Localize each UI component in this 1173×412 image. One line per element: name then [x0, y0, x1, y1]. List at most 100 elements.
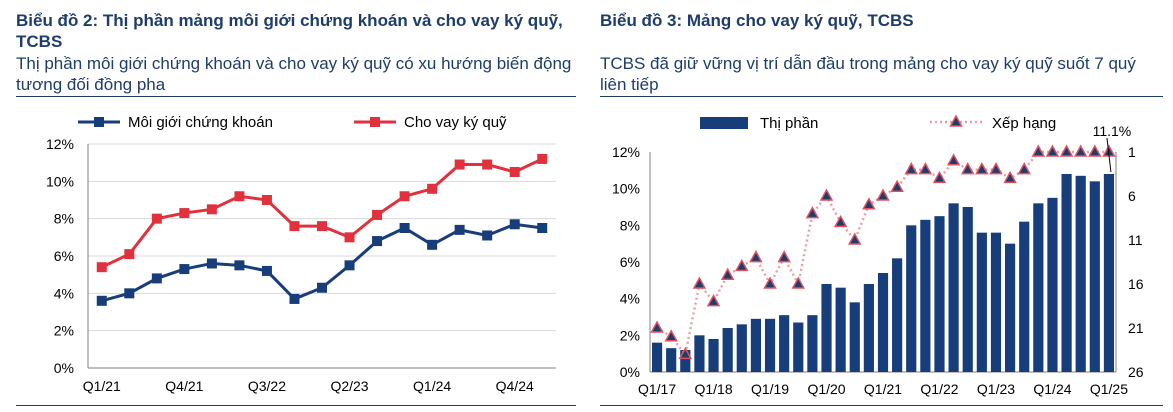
y2-tick-label: 21: [1128, 320, 1144, 336]
bar: [708, 339, 719, 372]
data-point: [482, 230, 493, 241]
bar: [807, 315, 818, 372]
bar: [920, 219, 931, 372]
title-rule: [16, 96, 576, 97]
x-tick-label: Q1/21: [864, 381, 902, 397]
data-point: [537, 153, 548, 164]
data-point: [427, 183, 438, 194]
bar: [849, 302, 860, 372]
bar: [1061, 174, 1072, 372]
data-point: [372, 236, 383, 247]
bar: [906, 225, 917, 372]
x-tick-label: Q1/18: [694, 381, 732, 397]
bar: [1047, 197, 1058, 372]
bar: [722, 328, 733, 372]
data-point: [261, 265, 272, 276]
y-tick-label: 8%: [620, 217, 640, 233]
rank-marker: [1031, 144, 1046, 157]
y-tick-label: 0%: [54, 360, 74, 376]
legend-label: Xếp hạng: [992, 115, 1056, 132]
rank-marker: [706, 294, 721, 307]
rank-marker: [862, 197, 876, 210]
bar: [892, 258, 903, 372]
bar: [1075, 175, 1086, 372]
rank-marker: [664, 329, 678, 342]
bar: [750, 318, 761, 372]
bar: [680, 350, 691, 372]
bar: [651, 342, 663, 372]
bar: [666, 348, 677, 372]
data-point: [317, 282, 327, 293]
chart-subtitle: TCBS đã giữ vững vị trí dẫn đầu trong mả…: [600, 54, 1136, 94]
rank-marker: [1045, 144, 1060, 157]
rank-marker: [1088, 144, 1102, 157]
data-point: [179, 264, 190, 275]
rank-marker: [918, 162, 933, 175]
bar: [1033, 203, 1044, 372]
y-tick-label: 8%: [54, 211, 74, 227]
chart-title: Biểu đồ 2: Thị phần mảng môi giới chứng …: [16, 11, 563, 51]
data-point: [344, 260, 355, 271]
rank-marker: [720, 267, 735, 280]
legend-swatch-marker: [949, 114, 963, 127]
x-tick-label: Q1/19: [751, 381, 789, 397]
data-point: [317, 221, 327, 232]
rank-marker: [749, 250, 763, 263]
rank-marker: [650, 320, 664, 333]
data-point: [289, 293, 300, 304]
legend-swatch-bar: [700, 117, 748, 129]
bar: [934, 216, 945, 372]
x-tick-label: Q1/17: [638, 381, 676, 397]
rank-marker: [989, 162, 1003, 175]
rank-marker: [1073, 144, 1088, 157]
data-point: [261, 195, 272, 205]
x-tick-label: Q1/24: [413, 378, 451, 394]
chart-subtitle: Thị phần môi giới chứng khoán và cho vay…: [16, 54, 572, 94]
data-point: [151, 213, 162, 224]
x-tick-label: Q1/24: [1033, 381, 1071, 397]
rank-marker: [904, 162, 919, 175]
data-point: [151, 273, 162, 284]
data-point: [344, 232, 355, 243]
x-tick-label: Q1/22: [920, 381, 958, 397]
data-point: [179, 208, 190, 219]
y-tick-label: 12%: [612, 144, 640, 160]
y2-tick-label: 11: [1128, 232, 1143, 248]
bar: [694, 335, 705, 372]
annotation-leader: [1106, 137, 1112, 173]
rank-marker: [975, 162, 989, 175]
y2-tick-label: 1: [1128, 144, 1136, 160]
rank-marker: [819, 188, 834, 201]
legend-swatch-marker: [370, 117, 380, 127]
rank-marker: [1017, 162, 1031, 175]
rank-marker: [678, 346, 693, 360]
chart-title: Biểu đồ 3: Mảng cho vay ký quỹ, TCBS: [600, 11, 914, 30]
y-tick-label: 6%: [620, 254, 640, 270]
y-tick-label: 6%: [54, 248, 74, 264]
data-point: [206, 258, 217, 269]
data-point: [96, 262, 107, 273]
y-tick-label: 0%: [620, 364, 640, 380]
bar: [779, 315, 790, 372]
series-line-2: [101, 157, 543, 269]
x-tick-label: Q4/24: [496, 378, 534, 394]
data-point: [206, 204, 217, 215]
bar: [1005, 243, 1016, 372]
legend-label: Thị phần: [760, 115, 818, 132]
data-point: [372, 209, 383, 220]
data-point: [124, 249, 135, 260]
data-point: [399, 223, 410, 233]
data-point: [234, 191, 245, 202]
rank-marker: [960, 162, 975, 175]
bar: [835, 287, 846, 372]
x-tick-label: Q1/21: [83, 378, 121, 394]
rank-marker: [805, 206, 820, 219]
rank-marker: [847, 232, 862, 245]
bottom-rule: [16, 405, 576, 406]
rank-marker: [791, 276, 806, 289]
data-point: [509, 167, 520, 177]
y-tick-label: 2%: [54, 323, 74, 339]
title-rule: [600, 96, 1163, 97]
legend-label: Cho vay ký quỹ: [404, 114, 507, 131]
